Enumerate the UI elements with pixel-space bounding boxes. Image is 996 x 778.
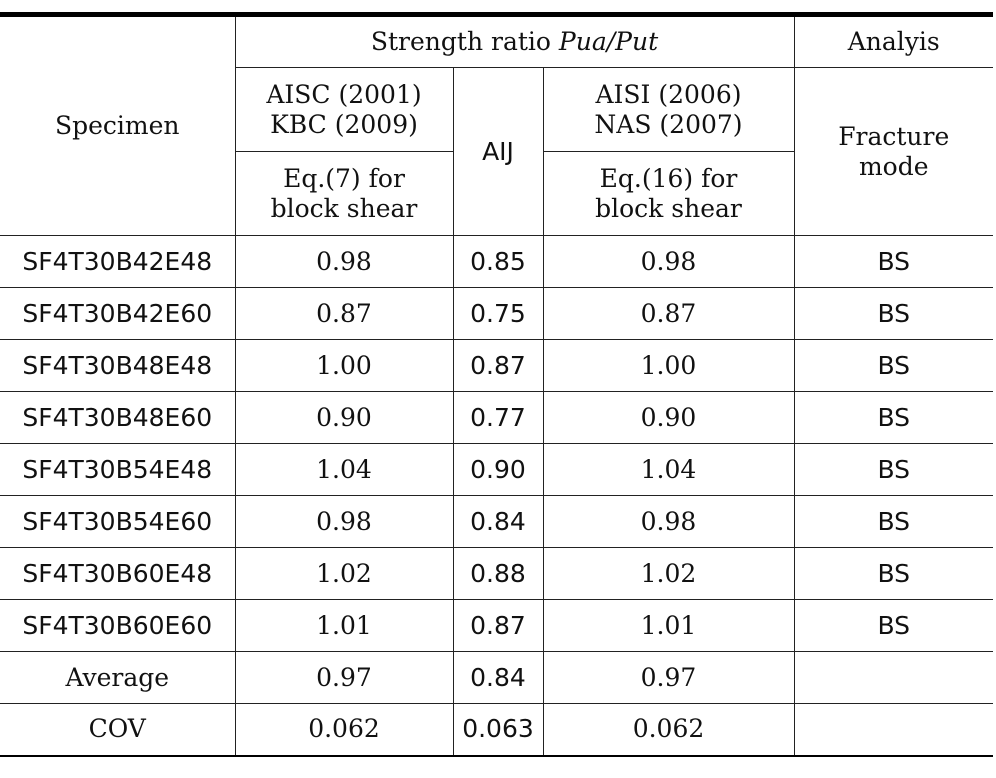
specimen-cell: SF4T30B42E48 [0, 235, 236, 288]
aisc-ratio-cell: 0.90 [234, 391, 454, 444]
nas-header-label: NAS (2007) [594, 109, 743, 139]
cov-aij-cell: 0.063 [452, 703, 544, 757]
aij-ratio-cell: 0.75 [452, 287, 544, 340]
aisi-ratio-cell: 0.98 [542, 495, 795, 548]
fracture-mode-cell: BS [793, 391, 993, 444]
table-row: SF4T30B54E60 0.98 0.84 0.98 BS [0, 495, 993, 548]
specimen-cell: SF4T30B60E60 [0, 599, 236, 652]
fracture-mode-cell: BS [793, 287, 993, 340]
aisc-ratio-cell: 1.00 [234, 339, 454, 392]
average-aij-cell: 0.84 [452, 651, 544, 704]
cov-row: COV 0.062 0.063 0.062 [0, 703, 993, 757]
specimen-header-label: Specimen [54, 111, 180, 140]
eq7-header-line1: Eq.(7) for [283, 163, 405, 193]
specimen-header: Specimen [0, 12, 236, 236]
aij-ratio-cell: 0.84 [452, 495, 544, 548]
aij-ratio-cell: 0.87 [452, 599, 544, 652]
aisc-header-label: AISC (2001) [266, 79, 422, 109]
eq16-header-line1: Eq.(16) for [599, 163, 738, 193]
header-row-3: Eq.(7) for block shear Eq.(16) for block… [0, 151, 993, 236]
specimen-cell: SF4T30B48E60 [0, 391, 236, 444]
strength-ratio-header: Strength ratio Pua/Put [234, 12, 795, 68]
eq16-header-line2: block shear [595, 193, 742, 223]
table-row: SF4T30B42E48 0.98 0.85 0.98 BS [0, 235, 993, 288]
cov-label: COV [0, 703, 236, 757]
aisc-ratio-cell: 0.98 [234, 495, 454, 548]
aisi-ratio-cell: 0.98 [542, 235, 795, 288]
fracture-mode-cell: BS [793, 495, 993, 548]
fracture-header-label: Fracture [838, 121, 950, 151]
header-row-2: AISC (2001) KBC (2009) AIJ AISI (2006) N… [0, 67, 993, 236]
eq7-header: Eq.(7) for block shear [235, 151, 454, 236]
table-row: SF4T30B42E60 0.87 0.75 0.87 BS [0, 287, 993, 340]
eq7-header-line2: block shear [270, 193, 418, 223]
fracture-mode-header: Fracture mode [793, 67, 993, 236]
eq16-header: Eq.(16) for block shear [542, 151, 794, 236]
strength-ratio-label: Strength ratio [370, 27, 559, 56]
aisi-ratio-cell: 1.02 [542, 547, 795, 600]
aisc-ratio-cell: 1.04 [234, 443, 454, 496]
analysis-header: Analyis [793, 12, 993, 68]
aisi-ratio-cell: 1.04 [542, 443, 795, 496]
table-row: SF4T30B60E60 1.01 0.87 1.01 BS [0, 599, 993, 652]
average-label: Average [0, 651, 236, 704]
average-row: Average 0.97 0.84 0.97 [0, 651, 993, 704]
header-row-1: Specimen Strength ratio Pua/Put Analyis [0, 12, 993, 236]
specimen-cell: SF4T30B54E60 [0, 495, 236, 548]
specimen-cell: SF4T30B54E48 [0, 443, 236, 496]
fracture-mode-cell: BS [793, 599, 993, 652]
aisi-nas-header: AISI (2006) NAS (2007) [542, 67, 795, 152]
strength-ratio-table: Specimen Strength ratio Pua/Put Analyis … [0, 12, 993, 757]
aisc-ratio-cell: 1.02 [234, 547, 454, 600]
strength-ratio-table-container: Specimen Strength ratio Pua/Put Analyis … [0, 12, 993, 757]
fracture-mode-cell: BS [793, 443, 993, 496]
aij-ratio-cell: 0.85 [452, 235, 544, 288]
table-row: SF4T30B54E48 1.04 0.90 1.04 BS [0, 443, 993, 496]
fracture-mode-cell: BS [793, 547, 993, 600]
aisc-ratio-cell: 1.01 [234, 599, 454, 652]
aij-ratio-cell: 0.88 [452, 547, 544, 600]
analysis-header-label: Analyis [847, 27, 940, 56]
table-row: SF4T30B48E48 1.00 0.87 1.00 BS [0, 339, 993, 392]
aisc-kbc-header: AISC (2001) KBC (2009) [235, 67, 454, 152]
average-aisi-cell: 0.97 [542, 651, 795, 704]
cov-mode-cell [793, 703, 993, 757]
strength-ratio-symbol: Pua/Put [558, 27, 659, 56]
table-row: SF4T30B60E48 1.02 0.88 1.02 BS [0, 547, 993, 600]
aisi-header-label: AISI (2006) [595, 79, 742, 109]
fracture-mode-cell: BS [793, 235, 993, 288]
aij-header: AIJ [452, 67, 544, 236]
aij-ratio-cell: 0.87 [452, 339, 544, 392]
specimen-cell: SF4T30B60E48 [0, 547, 236, 600]
aij-ratio-cell: 0.90 [452, 443, 544, 496]
aisi-ratio-cell: 0.87 [542, 287, 795, 340]
fracture-mode-cell: BS [793, 339, 993, 392]
specimen-cell: SF4T30B48E48 [0, 339, 236, 392]
aisc-ratio-cell: 0.98 [234, 235, 454, 288]
aisi-ratio-cell: 1.00 [542, 339, 795, 392]
average-aisc-cell: 0.97 [234, 651, 454, 704]
average-mode-cell [793, 651, 993, 704]
specimen-cell: SF4T30B42E60 [0, 287, 236, 340]
cov-aisi-cell: 0.062 [542, 703, 795, 757]
aisi-ratio-cell: 0.90 [542, 391, 795, 444]
aisi-ratio-cell: 1.01 [542, 599, 795, 652]
cov-aisc-cell: 0.062 [234, 703, 454, 757]
table-row: SF4T30B48E60 0.90 0.77 0.90 BS [0, 391, 993, 444]
aisc-ratio-cell: 0.87 [234, 287, 454, 340]
kbc-header-label: KBC (2009) [270, 109, 418, 139]
mode-header-label: mode [858, 151, 929, 181]
aij-header-label: AIJ [482, 136, 514, 166]
aij-ratio-cell: 0.77 [452, 391, 544, 444]
